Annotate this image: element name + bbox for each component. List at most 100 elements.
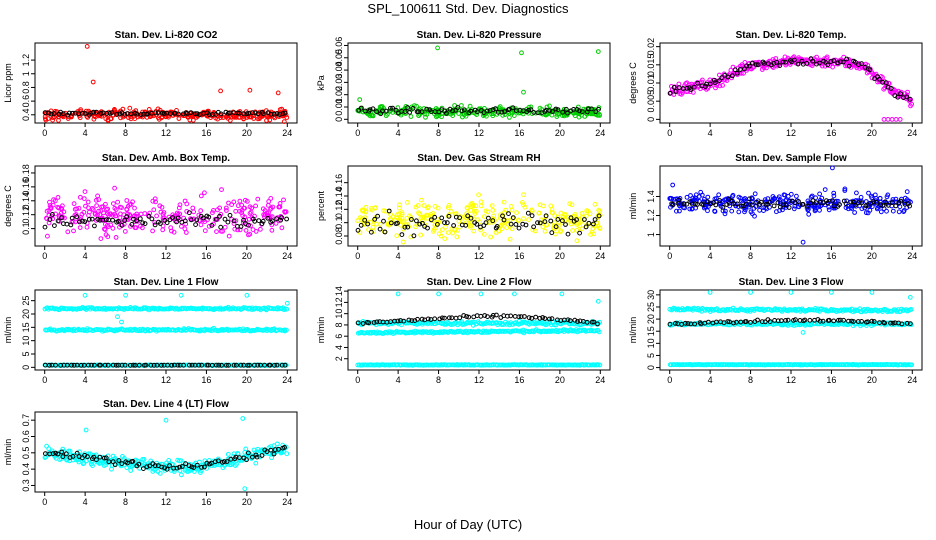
data-point (408, 114, 414, 119)
x-tick-label: 24 (282, 375, 292, 385)
data-point (242, 197, 248, 203)
data-point (849, 318, 854, 324)
data-point (96, 197, 102, 203)
data-point (281, 119, 287, 124)
panel-temp: Stan. Dev. Li-820 Temp.0 4 8 12 16 20 2400.005… (628, 30, 923, 138)
data-point (265, 215, 271, 221)
series-0 (355, 192, 603, 245)
data-point (784, 197, 789, 203)
y-tick-label: 2 (334, 356, 344, 361)
data-point (93, 197, 99, 203)
data-point (156, 113, 162, 118)
data-point (505, 221, 511, 227)
y-axis-label: degrees C (628, 62, 638, 104)
data-point (869, 75, 875, 81)
data-point (90, 463, 95, 469)
data-point (242, 486, 248, 492)
data-point (104, 217, 109, 223)
y-tick-label: 0.015 (646, 54, 656, 77)
data-point (542, 316, 548, 321)
data-point (783, 205, 789, 210)
data-point (674, 208, 679, 214)
data-point (241, 111, 247, 117)
data-point (193, 111, 198, 117)
panel-title: Stan. Dev. Line 4 (LT) Flow (103, 399, 229, 410)
data-point (875, 205, 881, 211)
data-point (174, 219, 180, 225)
y-tick-label: 20 (646, 314, 656, 324)
data-point (144, 464, 150, 470)
data-point (282, 209, 288, 215)
data-point (868, 308, 873, 314)
data-point (210, 210, 215, 216)
data-point (243, 228, 249, 233)
data-point (454, 234, 460, 240)
data-point (269, 227, 275, 233)
data-point (149, 216, 155, 222)
series-1 (356, 105, 601, 117)
data-point (791, 54, 797, 60)
data-point (775, 200, 781, 206)
panel-title: Stan. Dev. Gas Stream RH (417, 153, 540, 164)
y-tick-label: 0.03 (334, 74, 344, 92)
data-point (134, 213, 139, 219)
data-point (360, 321, 366, 326)
data-point (800, 330, 806, 335)
data-point (673, 306, 678, 312)
data-point (104, 110, 110, 116)
data-point (274, 216, 280, 222)
data-point (275, 327, 281, 333)
data-point (137, 223, 143, 229)
x-tick-label: 0 (667, 375, 672, 385)
data-point (464, 205, 470, 211)
data-point (189, 362, 195, 368)
data-point (508, 204, 514, 209)
data-point (780, 59, 786, 65)
data-point (92, 210, 98, 216)
series-1 (355, 327, 602, 337)
x-tick-label: 12 (786, 375, 796, 385)
data-point (413, 204, 419, 210)
data-point (490, 313, 496, 318)
x-tick-label: 24 (282, 497, 292, 507)
data-point (132, 116, 138, 121)
data-point (226, 233, 232, 239)
data-point (159, 110, 164, 115)
x-tick-label: 4 (83, 497, 88, 507)
data-point (753, 62, 759, 68)
data-point (225, 451, 231, 457)
data-point (218, 88, 224, 94)
x-tick-label: 16 (201, 251, 211, 261)
data-point (231, 362, 237, 368)
x-tick-label: 16 (201, 128, 211, 138)
data-point (574, 227, 580, 233)
data-point (883, 80, 889, 86)
data-point (97, 217, 103, 223)
series-3 (42, 362, 288, 368)
series-0 (667, 290, 914, 335)
x-tick-label: 4 (708, 128, 713, 138)
y-tick-label: 10 (334, 309, 344, 319)
data-point (179, 464, 185, 469)
data-point (705, 194, 711, 200)
data-point (882, 320, 887, 326)
data-point (269, 214, 275, 220)
data-point (449, 315, 455, 321)
data-point (727, 319, 732, 325)
data-point (587, 362, 592, 368)
data-point (175, 215, 181, 221)
data-point (481, 214, 487, 220)
data-point (264, 328, 270, 334)
data-point (595, 362, 601, 368)
data-point (81, 460, 87, 466)
data-point (908, 307, 914, 312)
x-tick-label: 20 (555, 128, 565, 138)
data-point (673, 89, 679, 94)
y-tick-label: 0.04 (334, 61, 344, 79)
data-point (491, 213, 497, 219)
data-point (250, 110, 255, 116)
data-point (132, 205, 137, 211)
data-point (405, 105, 410, 110)
y-tick-label: 1.2 (646, 209, 656, 222)
